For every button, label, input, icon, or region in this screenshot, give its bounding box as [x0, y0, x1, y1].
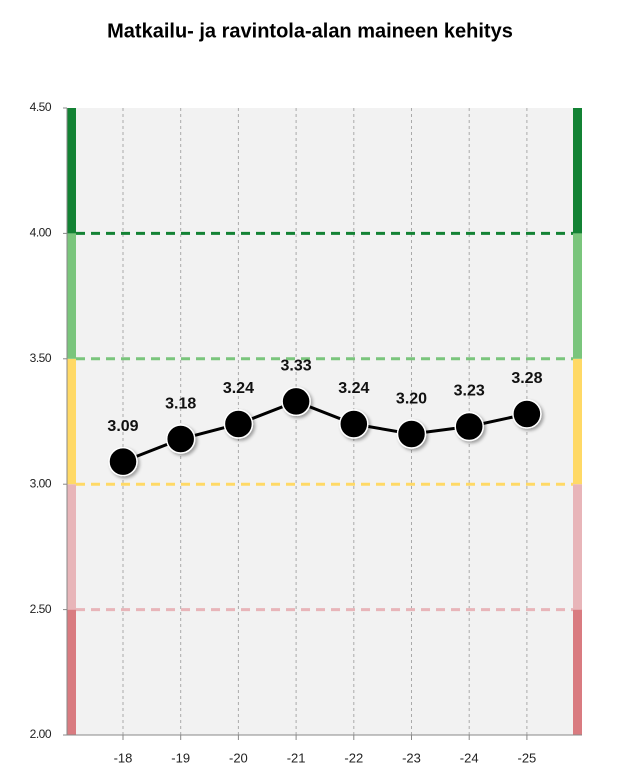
band-left: [67, 358, 76, 485]
data-point: [165, 424, 196, 454]
band-right: [573, 484, 582, 610]
y-tick-label: 4.50: [30, 100, 52, 114]
data-point: [396, 419, 427, 449]
band-right: [573, 358, 582, 485]
data-point: [281, 386, 311, 417]
data-label: 3.28: [511, 370, 542, 387]
data-point: [339, 409, 369, 439]
band-left: [67, 233, 76, 359]
data-label: 3.20: [396, 390, 427, 407]
data-point: [108, 446, 138, 477]
band-left: [67, 609, 76, 735]
band-right: [573, 108, 582, 234]
data-point: [512, 399, 542, 429]
y-tick-label: 2.00: [30, 727, 52, 741]
x-tick-label: -21: [287, 750, 306, 765]
band-left: [67, 108, 76, 234]
data-label: 3.24: [223, 380, 254, 397]
y-tick-label: 2.50: [30, 602, 52, 616]
band-left: [67, 484, 76, 610]
data-point: [454, 411, 484, 442]
x-tick-label: -25: [518, 750, 537, 765]
x-tick-label: -19: [171, 750, 190, 765]
data-label: 3.18: [165, 395, 196, 412]
x-tick-label: -23: [402, 750, 421, 765]
data-label: 3.33: [281, 358, 312, 375]
band-right: [573, 609, 582, 735]
chart-title: Matkailu- ja ravintola-alan maineen kehi…: [107, 20, 513, 42]
data-label: 3.23: [454, 383, 485, 400]
x-tick-label: -22: [344, 750, 363, 765]
y-tick-label: 3.50: [30, 351, 52, 365]
x-tick-label: -20: [229, 750, 248, 765]
y-tick-label: 3.00: [30, 476, 52, 490]
y-tick-label: 4.00: [30, 226, 52, 240]
x-tick-label: -24: [460, 750, 479, 765]
band-right: [573, 233, 582, 359]
data-label: 3.24: [338, 380, 369, 397]
x-tick-label: -18: [114, 750, 133, 765]
data-label: 3.09: [107, 418, 138, 435]
data-point: [223, 409, 254, 439]
